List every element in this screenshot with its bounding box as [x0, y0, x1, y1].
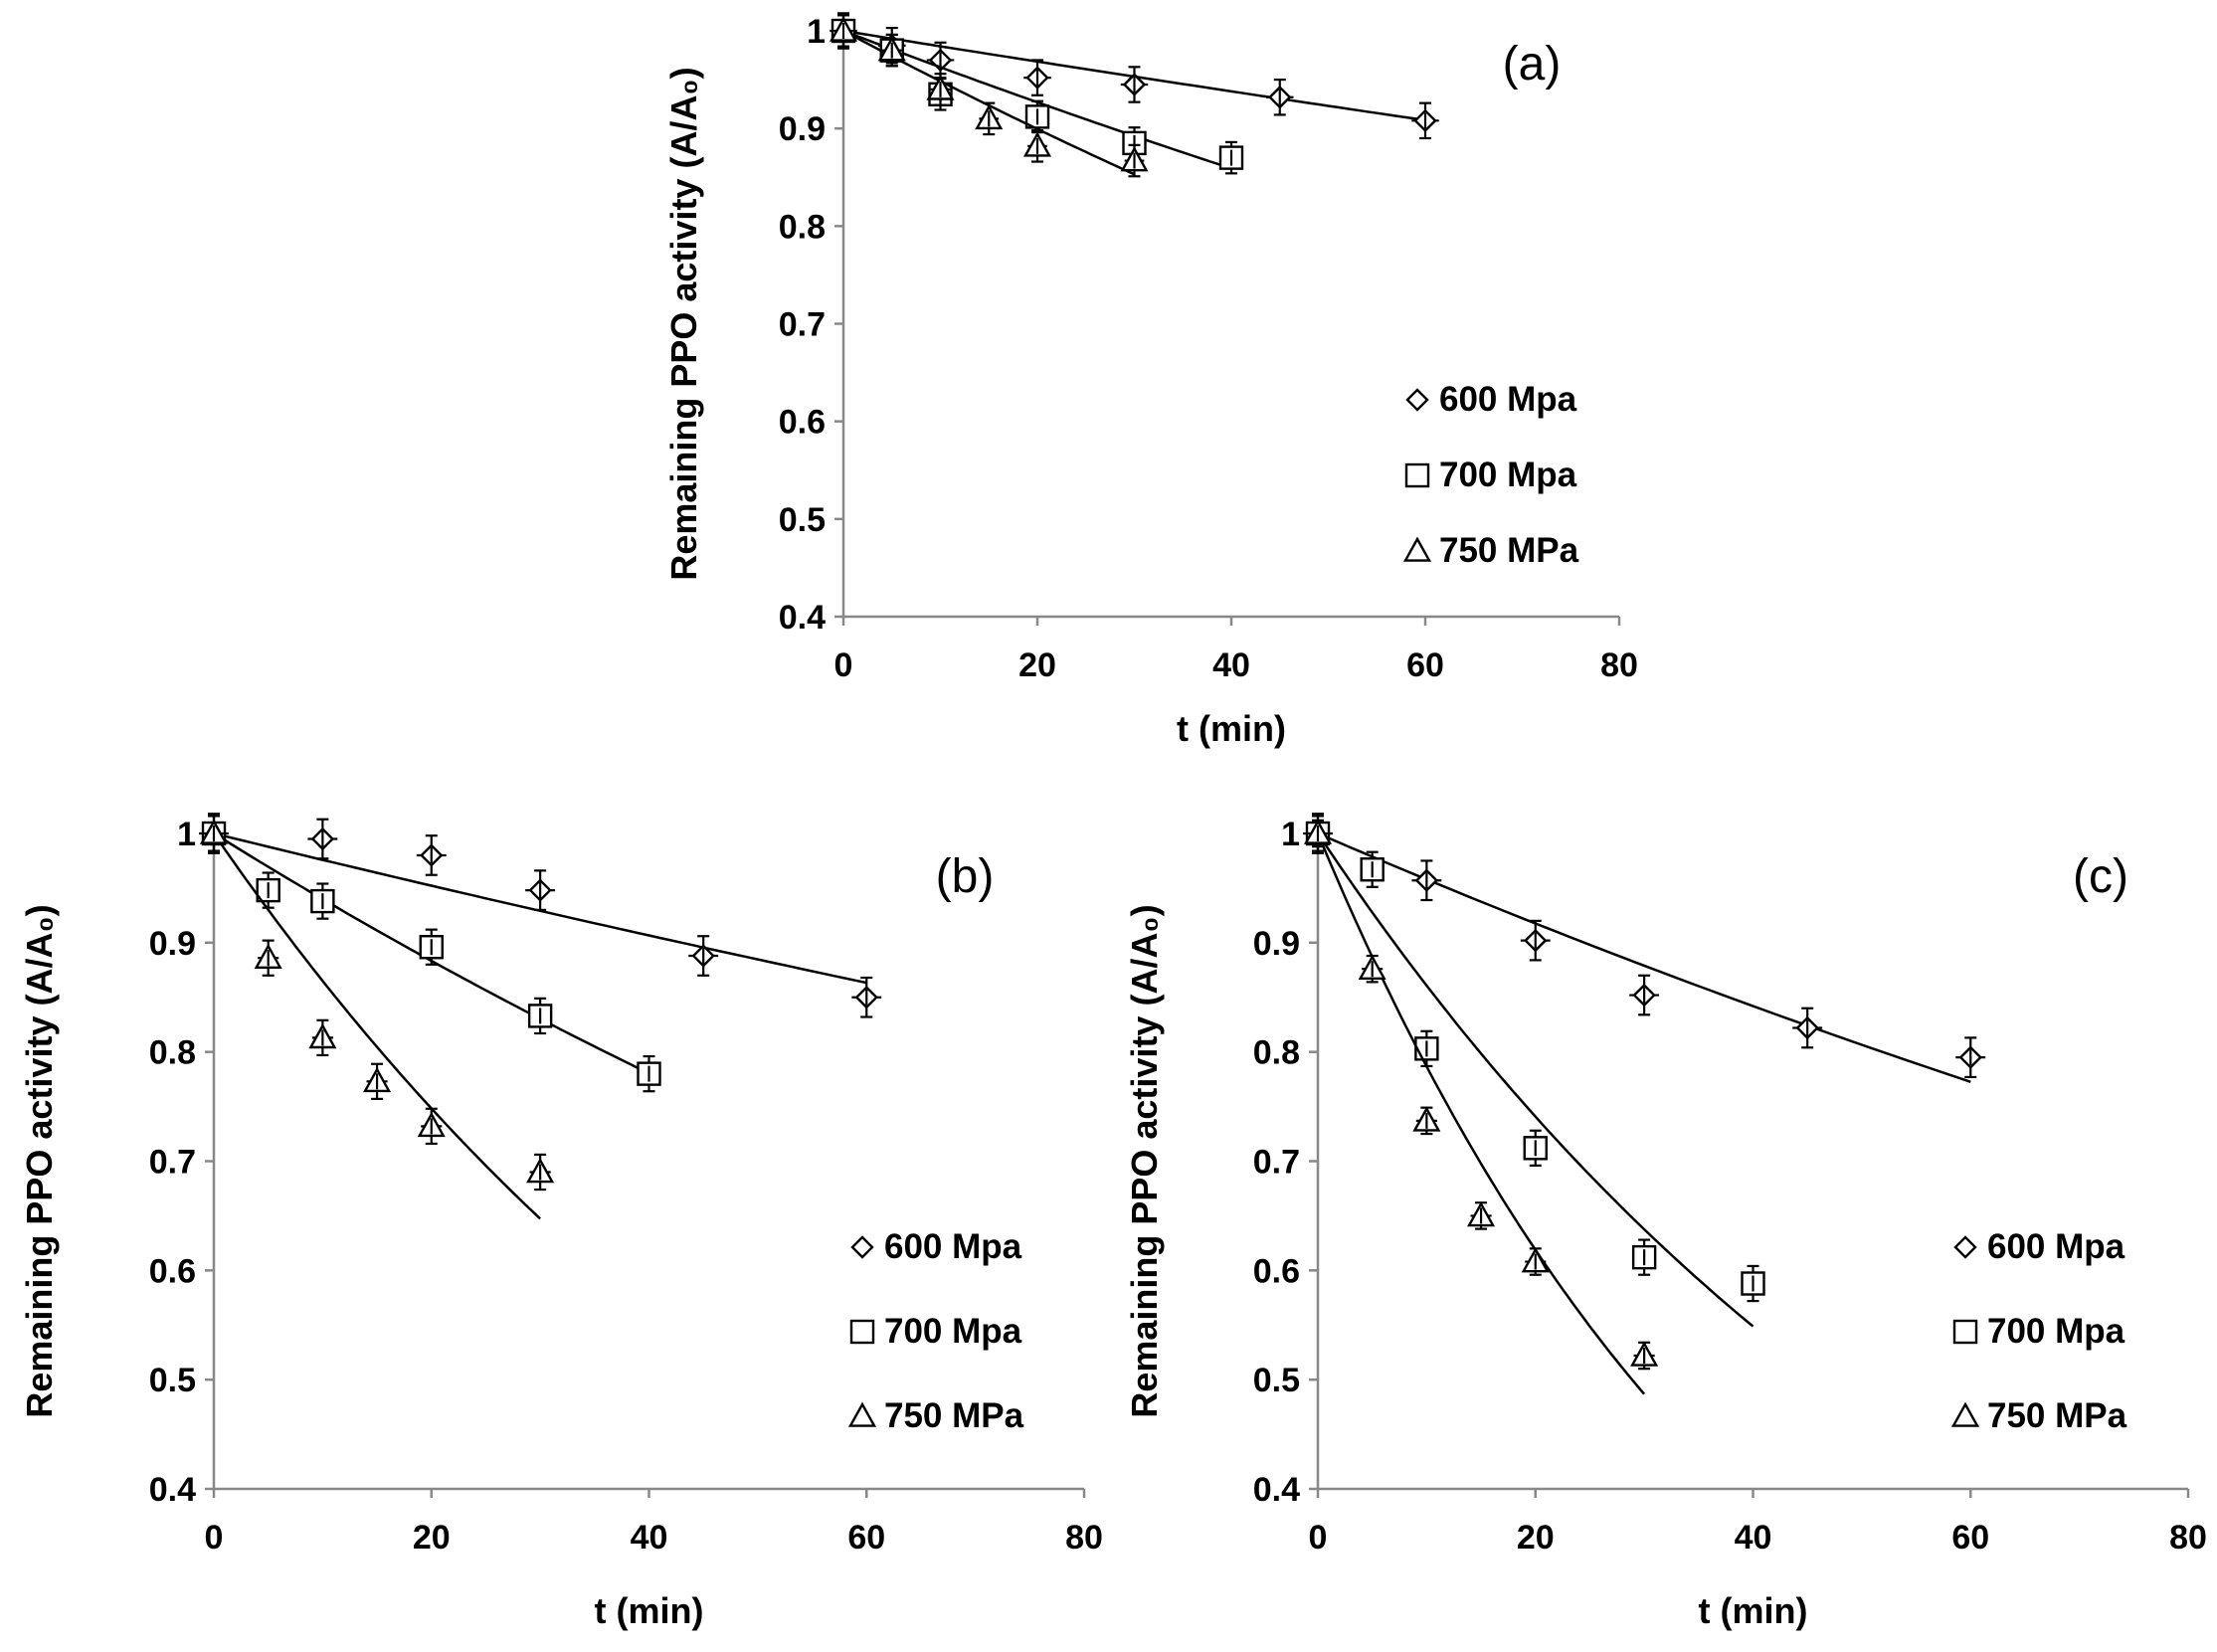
series-triangle: 750 MPa — [1303, 819, 2127, 1435]
legend-marker — [1404, 462, 1430, 488]
y-tick-label: 0.7 — [149, 1144, 196, 1182]
y-tick-label: 0.9 — [149, 925, 196, 963]
legend-marker — [850, 1235, 874, 1259]
legend-marker — [1405, 388, 1429, 412]
x-tick-label: 80 — [1600, 646, 1638, 684]
x-tick-label: 80 — [2169, 1519, 2207, 1557]
y-tick-label: 0.4 — [779, 599, 826, 637]
x-tick-label: 0 — [205, 1519, 224, 1557]
x-tick-label: 60 — [1951, 1519, 1989, 1557]
chart-panel-3: 0.4 0.5 0.6 0.7 0.8 0.9 1 0 20 40 60 80 t (min) Remai… — [1124, 813, 2207, 1631]
x-tick-label: 0 — [1309, 1519, 1328, 1557]
legend-label: 700 Mpa — [1439, 456, 1577, 494]
y-tick-label: 0.9 — [1253, 925, 1300, 963]
legend-label: 700 Mpa — [884, 1312, 1022, 1351]
y-tick-label: 0.8 — [1253, 1034, 1300, 1072]
chart-panel-2: 0.4 0.5 0.6 0.7 0.8 0.9 1 0 20 40 60 80 t (min) Remai… — [19, 813, 1103, 1631]
series-triangle: 750 MPa — [199, 815, 1024, 1435]
legend-marker — [1953, 1235, 1977, 1259]
y-tick-label: 0.8 — [779, 208, 826, 246]
fit-curve — [212, 832, 541, 1220]
legend-label: 700 Mpa — [1987, 1312, 2125, 1351]
y-tick-label: 0.6 — [149, 1252, 196, 1290]
y-tick-label: 0.4 — [149, 1471, 196, 1509]
x-axis-title: t (min) — [595, 1590, 704, 1631]
x-tick-label: 40 — [631, 1519, 668, 1557]
legend-marker — [1402, 536, 1432, 562]
y-tick-label: 0.5 — [149, 1362, 196, 1399]
y-axis-title: Remaining PPO activity (A/A₀) — [19, 904, 60, 1417]
y-tick-label: 1 — [807, 13, 826, 51]
fit-curve — [1316, 832, 1646, 1395]
y-tick-label: 1 — [1281, 816, 1300, 853]
x-tick-label: 80 — [1065, 1519, 1103, 1557]
x-tick-label: 60 — [1406, 646, 1444, 684]
legend-label: 750 MPa — [884, 1396, 1024, 1435]
x-tick-label: 20 — [1517, 1519, 1555, 1557]
x-tick-label: 40 — [1212, 646, 1250, 684]
y-axis-title: Remaining PPO activity (A/A₀) — [663, 67, 704, 580]
y-axis-title: Remaining PPO activity (A/A₀) — [1124, 904, 1165, 1417]
series-triangle: 750 MPa — [829, 14, 1579, 570]
fit-curve — [1316, 832, 1755, 1328]
x-axis-title: t (min) — [1177, 708, 1286, 749]
y-tick-label: 1 — [177, 816, 196, 853]
x-axis-title: t (min) — [1699, 1590, 1808, 1631]
legend-marker — [847, 1401, 877, 1427]
y-tick-label: 0.9 — [779, 110, 826, 148]
x-tick-label: 40 — [1735, 1519, 1772, 1557]
y-tick-label: 0.5 — [779, 501, 826, 539]
legend-label: 600 Mpa — [1987, 1227, 2125, 1266]
legend-marker — [849, 1319, 875, 1345]
x-tick-label: 60 — [847, 1519, 885, 1557]
series-square: 700 Mpa — [201, 815, 1022, 1351]
y-tick-label: 0.6 — [779, 404, 826, 442]
x-tick-label: 20 — [413, 1519, 451, 1557]
legend-marker — [1950, 1401, 1980, 1427]
y-tick-label: 0.8 — [149, 1034, 196, 1072]
y-tick-label: 0.6 — [1253, 1252, 1300, 1290]
panel-label: (a) — [1503, 38, 1562, 91]
legend-label: 750 MPa — [1987, 1396, 2127, 1435]
y-tick-label: 0.5 — [1253, 1362, 1300, 1399]
y-tick-label: 0.4 — [1253, 1471, 1300, 1509]
panel-label: (c) — [2073, 850, 2128, 903]
legend-label: 600 Mpa — [884, 1227, 1022, 1266]
series-diamond: 600 Mpa — [1303, 813, 2125, 1266]
legend-label: 600 Mpa — [1439, 380, 1577, 419]
panel-label: (b) — [936, 850, 995, 903]
series-square: 700 Mpa — [1305, 815, 2125, 1351]
y-tick-label: 0.7 — [779, 306, 826, 344]
x-tick-label: 20 — [1018, 646, 1056, 684]
legend-marker — [1952, 1319, 1978, 1345]
x-tick-label: 0 — [834, 646, 853, 684]
chart-panel-1: 0.4 0.5 0.6 0.7 0.8 0.9 1 0 20 40 60 80 t (min) Remai… — [663, 12, 1638, 749]
y-tick-label: 0.7 — [1253, 1144, 1300, 1182]
legend-label: 750 MPa — [1439, 531, 1579, 570]
